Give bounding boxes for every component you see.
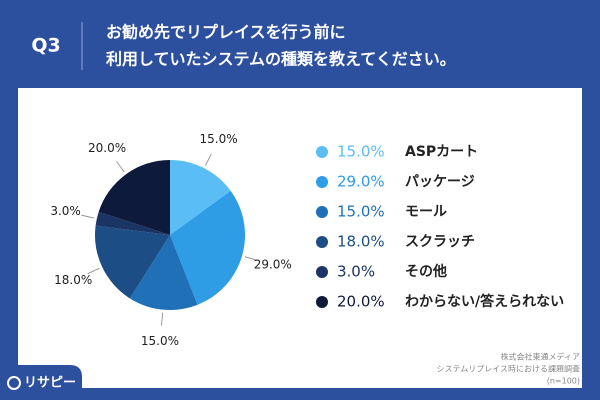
title-line: 利用していたシステムの種類を教えてください。 [106, 50, 456, 69]
legend-value: 20.0% [337, 293, 385, 311]
pie-slice [170, 190, 245, 305]
legend-swatch [316, 296, 328, 308]
leader-line [160, 312, 164, 326]
legend-swatch [316, 206, 328, 218]
legend-swatch [316, 176, 328, 188]
legend-label: モール [405, 204, 447, 220]
legend-swatch [316, 146, 328, 158]
pie-slice [98, 160, 170, 235]
question-number: Q3 [31, 35, 60, 57]
legend-value: 15.0% [337, 203, 385, 221]
legend-label: スクラッチ [405, 234, 475, 250]
pie-slice [95, 211, 170, 235]
legend-label: ASPカート [405, 144, 478, 160]
legend-value: 18.0% [337, 233, 385, 251]
leader-line [116, 161, 125, 173]
plot: 15.0% 15.0% ASPカート 29.0% 29.0% パッケージ 15.0% 15.0… [50, 132, 564, 348]
source-line: システムリプレイス時における課題調査 [436, 364, 580, 374]
legend-swatch [316, 236, 328, 248]
logo: リサピー [24, 376, 76, 391]
source-line: (n=100) [547, 377, 580, 386]
data-label: 18.0% [54, 273, 92, 287]
data-label: 20.0% [88, 141, 126, 155]
pie-slice [95, 225, 170, 299]
legend-label: その他 [405, 263, 447, 280]
logo-icon [7, 376, 21, 390]
data-label: 15.0% [141, 334, 179, 348]
legend-value: 3.0% [337, 263, 375, 281]
data-label: 3.0% [50, 204, 81, 218]
data-label: 15.0% [200, 132, 238, 146]
legend-label: パッケージ [405, 174, 475, 190]
leader-line [87, 267, 100, 275]
leader-line [244, 256, 258, 261]
pie-slice [170, 160, 231, 235]
title-line: お勧め先でリプレイスを行う前に [106, 23, 346, 42]
leader-line [81, 214, 94, 219]
leader-line [204, 153, 212, 166]
legend-label: わからない/答えられない [405, 293, 564, 310]
data-label: 29.0% [254, 257, 292, 271]
legend-value: 15.0% [337, 143, 385, 161]
legend-swatch [316, 266, 328, 278]
pie-slice [129, 235, 198, 311]
logo-badge [0, 365, 82, 400]
source-line: 株式会社東通メディア [501, 352, 580, 362]
legend-value: 29.0% [337, 173, 385, 191]
